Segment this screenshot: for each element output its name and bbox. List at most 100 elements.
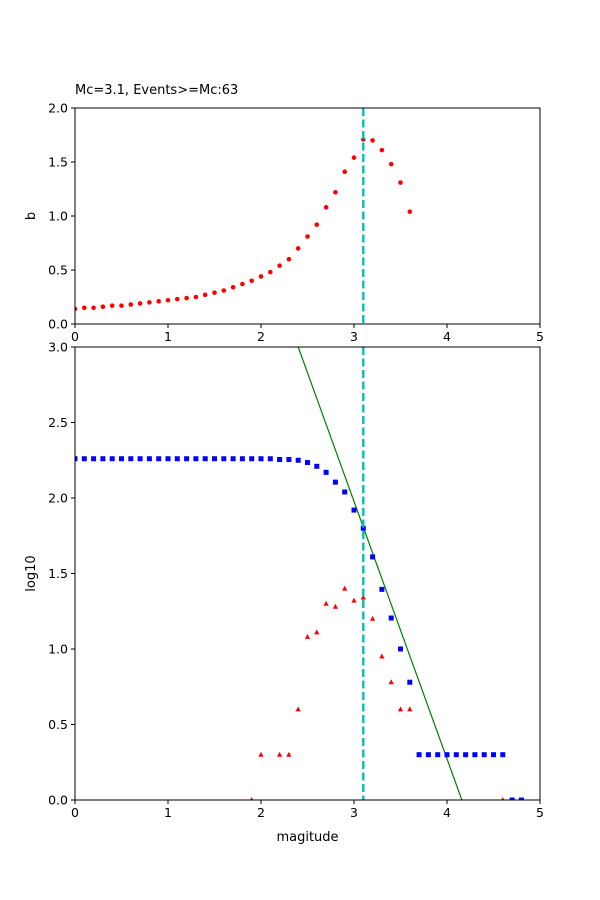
data-point (444, 752, 450, 758)
data-point (267, 456, 273, 462)
x-tick-label: 4 (443, 805, 451, 820)
data-point (75, 456, 78, 462)
data-point (342, 489, 348, 495)
data-point (295, 457, 301, 463)
y-tick-label: 0.5 (48, 717, 68, 732)
data-point (193, 294, 199, 300)
y-tick-label: 0.5 (48, 263, 68, 278)
data-point (398, 646, 403, 652)
data-point (370, 554, 376, 560)
axes-frame (74, 107, 541, 325)
data-point (100, 456, 106, 462)
data-point (165, 297, 171, 303)
fit-line (297, 347, 463, 800)
data-point (398, 180, 403, 185)
data-point (370, 615, 376, 621)
data-point (128, 456, 134, 462)
data-point (360, 525, 366, 531)
axes-frame (74, 346, 541, 801)
data-point (212, 290, 217, 295)
x-tick-label: 5 (536, 805, 544, 820)
y-tick-label: 1.5 (48, 566, 68, 581)
data-point (295, 246, 301, 251)
x-tick-label: 3 (350, 329, 358, 344)
data-point (221, 288, 227, 293)
x-tick-label: 1 (164, 329, 172, 344)
data-point (379, 147, 385, 153)
data-point (165, 456, 171, 462)
data-point (425, 752, 431, 758)
data-point (370, 138, 375, 143)
data-point (509, 797, 515, 800)
data-point (379, 586, 385, 592)
data-point (91, 305, 96, 311)
data-point (137, 301, 143, 306)
data-point (128, 302, 134, 307)
data-point (314, 463, 320, 469)
chart-title: Mc=3.1, Events>=Mc:63 (75, 83, 238, 98)
data-point (184, 456, 190, 462)
data-point (304, 633, 311, 639)
data-point (332, 479, 338, 485)
data-point (518, 797, 524, 800)
data-point (388, 615, 394, 621)
data-point (491, 752, 496, 758)
x-tick-label: 2 (257, 805, 265, 820)
data-point (500, 752, 506, 758)
data-point (277, 263, 282, 268)
data-point (314, 222, 320, 227)
data-point (75, 306, 78, 312)
data-point (156, 299, 161, 304)
data-point (314, 629, 320, 635)
data-point (81, 456, 87, 462)
y-tick-label: 2.0 (48, 491, 68, 506)
x-tick-label: 5 (536, 329, 544, 344)
data-point (286, 751, 292, 757)
top-b-value-plot: 0 1 2 3 4 5 0.0 0.5 1.0 1.5 2.0 Mc=3.1, Events>=Mc:… (24, 83, 544, 344)
data-point (295, 706, 301, 712)
data-point (472, 752, 478, 758)
data-point (230, 456, 236, 462)
data-point (305, 460, 310, 466)
data-point (286, 256, 292, 262)
y-tick-label: 0.0 (48, 317, 68, 332)
data-point (212, 456, 217, 462)
data-point (323, 469, 329, 475)
x-axis-label: magitude (276, 830, 338, 845)
data-point (305, 234, 310, 239)
data-point (221, 456, 227, 462)
data-point (388, 161, 394, 167)
bottom-frequency-magnitude-plot: 0 1 2 3 4 5 0.0 0.5 1.0 1.5 2.0 2.5 3.0 magitude log10 (24, 340, 544, 846)
data-point (119, 303, 124, 308)
x-tick-label: 2 (257, 329, 265, 344)
data-point (351, 597, 357, 603)
data-point (453, 752, 459, 758)
data-point (379, 653, 385, 659)
y-tick-label: 1.0 (48, 209, 68, 224)
data-point (250, 797, 254, 800)
y-tick-label: 2.0 (48, 101, 68, 116)
x-tick-label: 0 (71, 329, 79, 344)
data-point (323, 205, 329, 210)
data-point (147, 300, 152, 305)
y-axis-label: log10 (24, 555, 39, 591)
data-point (174, 456, 180, 462)
data-point (268, 269, 273, 275)
data-point (249, 456, 255, 462)
y-tick-label: 1.5 (48, 155, 68, 170)
data-point (202, 292, 208, 298)
data-point (146, 456, 152, 462)
data-point (230, 284, 236, 290)
data-point (463, 752, 469, 758)
y-tick-label: 1.0 (48, 642, 68, 657)
data-point (184, 295, 189, 301)
data-point (342, 169, 348, 175)
data-point (323, 600, 329, 606)
data-point (277, 456, 283, 462)
data-point (258, 456, 264, 462)
y-tick-label: 3.0 (48, 340, 68, 355)
data-point (277, 751, 283, 757)
data-point (156, 456, 162, 462)
y-tick-label: 2.5 (48, 415, 68, 430)
data-point (501, 797, 505, 800)
